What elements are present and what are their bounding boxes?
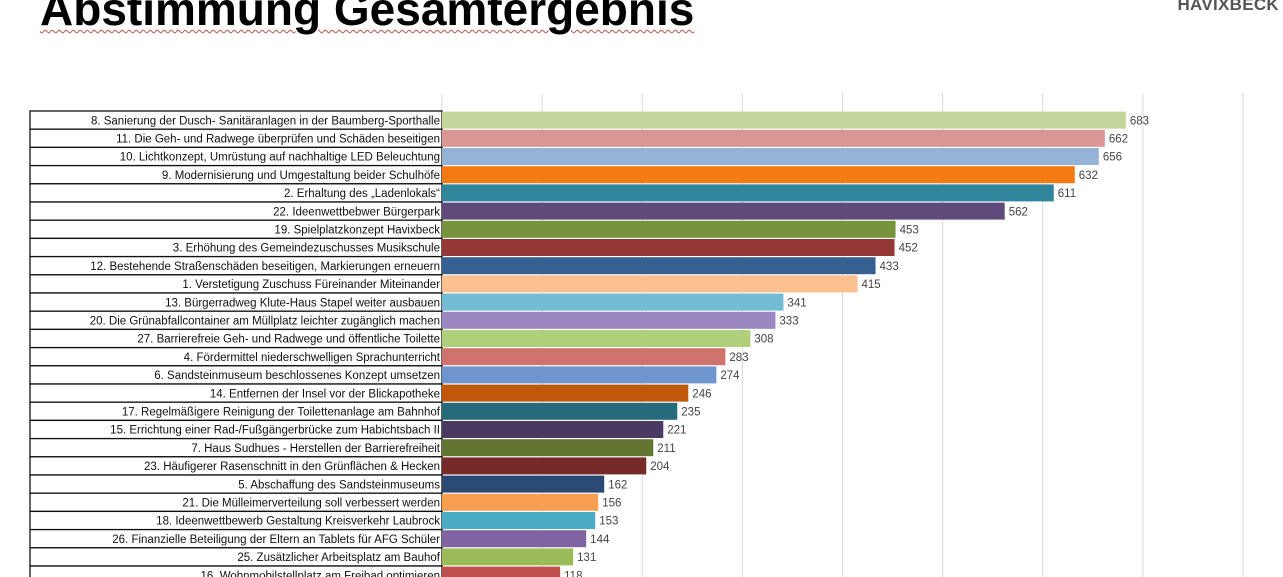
bar: [442, 111, 1126, 129]
bar: [442, 384, 689, 402]
data-label: 235: [681, 407, 700, 419]
category-label: 7. Haus Sudhues - Herstellen der Barrier…: [191, 443, 440, 455]
category-label: 2. Erhaltung des „Ladenlokals“: [284, 188, 440, 200]
bar: [442, 129, 1105, 147]
data-label: 562: [1009, 206, 1028, 218]
bar: [442, 220, 896, 238]
data-label: 162: [608, 479, 627, 491]
bar: [442, 475, 605, 493]
bar: [442, 366, 717, 384]
category-label: 26. Finanzielle Beteiligung der Eltern a…: [112, 534, 440, 546]
category-label: 1. Verstetigung Zuschuss Füreinander Mit…: [182, 279, 440, 291]
bar: [442, 566, 561, 577]
bar: [442, 330, 751, 347]
category-label: 22. Ideenwettbebwer Bürgerpark: [273, 206, 440, 218]
bar: [442, 348, 726, 366]
data-label: 221: [667, 425, 686, 437]
bar: [442, 421, 664, 438]
category-label: 13. Bürgerradweg Klute-Haus Stapel weite…: [165, 297, 440, 309]
page-title: Abstimmung Gesamtergebnis: [40, 0, 695, 35]
category-label: 18. Ideenwettbewerb Gestaltung Kreisverk…: [156, 516, 440, 528]
category-label: 12. Bestehende Straßenschäden beseitigen…: [90, 261, 440, 273]
bar: [442, 311, 776, 329]
data-label: 246: [692, 388, 711, 400]
category-label: 5. Abschaffung des Sandsteinmuseums: [238, 479, 440, 491]
category-label: 11. Die Geh- und Radwege überprüfen und …: [116, 134, 440, 146]
bar: [442, 548, 574, 566]
data-label: 308: [754, 334, 773, 346]
bar: [442, 184, 1054, 202]
data-label: 433: [880, 261, 899, 273]
category-label: 16. Wohnmobilstellplatz am Freibad optim…: [201, 570, 440, 577]
data-label: 453: [900, 225, 919, 237]
category-label: 25. Zusätzlicher Arbeitsplatz am Bauhof: [237, 552, 440, 564]
category-label: 21. Die Mülleimerverteilung soll verbess…: [182, 498, 440, 510]
bar: [442, 512, 596, 529]
category-label: 8. Sanierung der Dusch- Sanitäranlagen i…: [91, 115, 440, 127]
bar: [442, 275, 858, 293]
category-label: 23. Häufigerer Rasenschnitt in den Grünf…: [144, 461, 440, 473]
data-label: 341: [787, 297, 806, 309]
data-label: 683: [1130, 115, 1149, 127]
data-label: 211: [657, 443, 675, 455]
category-label: 14. Entfernen der Insel vor der Blickapo…: [210, 388, 440, 400]
data-label: 662: [1109, 134, 1128, 146]
bar: [442, 530, 587, 548]
data-label: 333: [779, 316, 798, 328]
category-label: 3. Erhöhung des Gemeindezuschusses Musik…: [173, 243, 440, 255]
bar: [442, 293, 784, 311]
data-label: 118: [564, 570, 582, 577]
category-label: 6. Sandsteinmuseum beschlossenes Konzept…: [154, 370, 440, 382]
bar: [442, 166, 1075, 184]
data-label: 611: [1058, 188, 1076, 200]
category-label: 20. Die Grünabfallcontainer am Müllplatz…: [90, 316, 440, 328]
data-label: 204: [650, 461, 670, 473]
bar: [442, 257, 876, 275]
bar: [442, 402, 678, 420]
data-label: 144: [590, 534, 610, 546]
data-label: 656: [1103, 152, 1122, 164]
category-label: 17. Regelmäßigere Reinigung der Toilette…: [122, 407, 441, 419]
category-label: 4. Fördermittel niederschwelligen Sprach…: [184, 352, 441, 364]
bar: [442, 439, 654, 457]
bar: [442, 493, 599, 511]
data-label: 452: [899, 243, 918, 255]
category-label: 10. Lichtkonzept, Umrüstung auf nachhalt…: [120, 152, 440, 164]
data-label: 153: [599, 516, 618, 528]
bar: [442, 148, 1099, 165]
category-label: 15. Errichtung einer Rad-/Fußgängerbrück…: [110, 425, 440, 437]
bar: [442, 202, 1005, 220]
data-label: 415: [862, 279, 881, 291]
brand-logo: HAVIXBECK: [1177, 0, 1279, 14]
data-label: 632: [1079, 170, 1098, 182]
data-label: 274: [720, 370, 740, 382]
category-label: 9. Modernisierung und Umgestaltung beide…: [162, 170, 440, 182]
bar: [442, 239, 895, 256]
category-label: 27. Barrierefreie Geh- und Radwege und ö…: [137, 334, 440, 346]
category-label: 19. Spielplatzkonzept Havixbeck: [274, 225, 440, 237]
bar: [442, 457, 647, 475]
data-label: 283: [729, 352, 748, 364]
data-label: 131: [577, 552, 596, 564]
data-label: 156: [602, 498, 621, 510]
